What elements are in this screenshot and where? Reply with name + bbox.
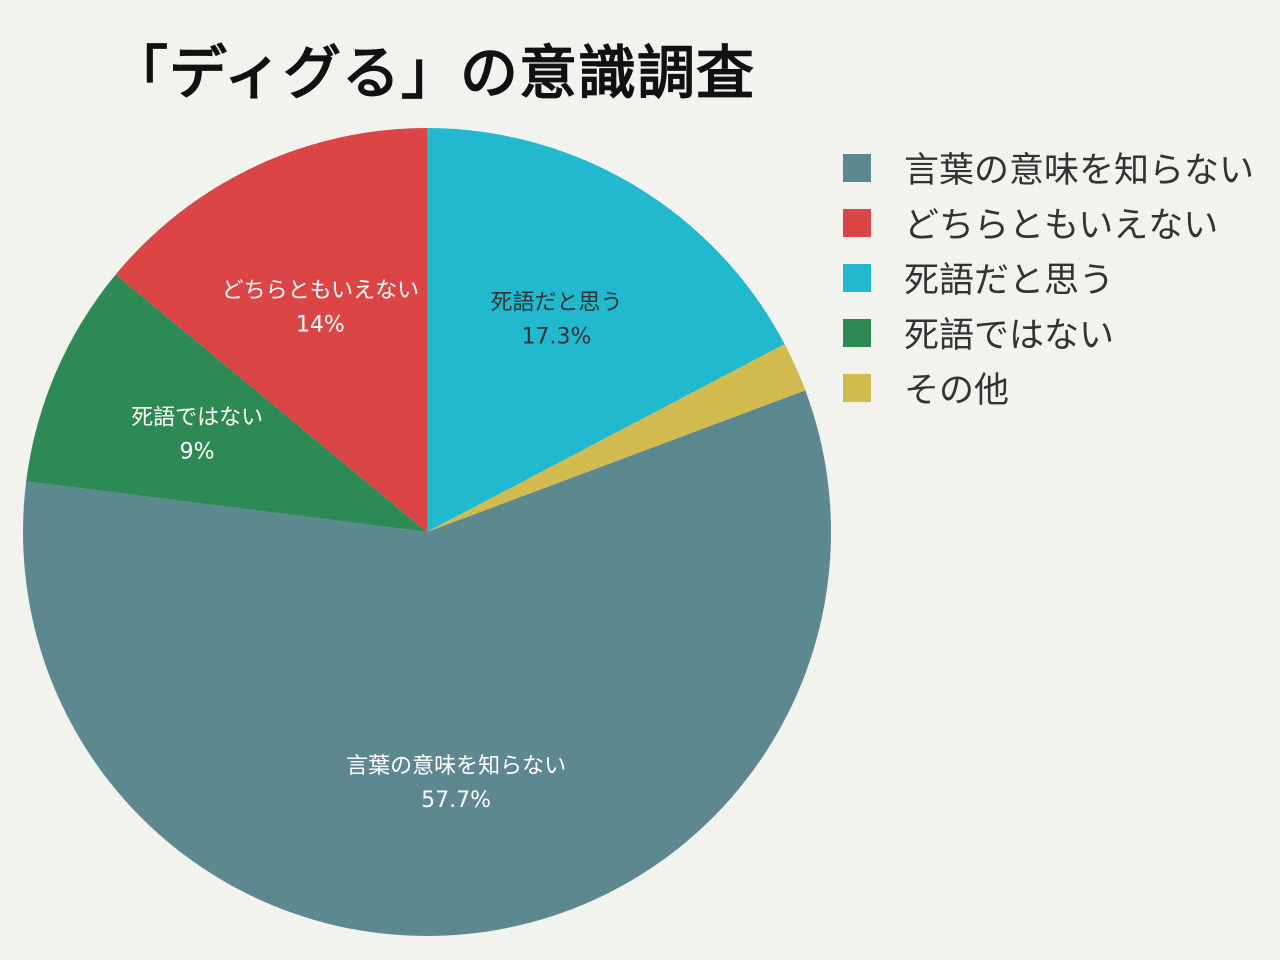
legend: 言葉の意味を知らない どちらともいえない 死語だと思う 死語ではない その他 [843,140,1254,415]
legend-item-dead-word: 死語だと思う [843,250,1254,305]
legend-item-unknown-meaning: 言葉の意味を知らない [843,140,1254,195]
legend-label-other: その他 [904,371,1010,411]
pie-slice-other [427,344,806,532]
legend-swatch-other [843,373,871,402]
slice-label-dead-word: 死語だと思う [490,291,622,316]
legend-label-neutral: どちらともいえない [904,206,1219,246]
slice-value-not-dead-word: 9% [180,440,215,465]
pie-slice-neutral [115,128,428,532]
pie-slice-unknown-meaning [23,390,832,936]
legend-swatch-dead-word [843,263,871,292]
slice-value-neutral: 14% [296,312,345,337]
legend-label-not-dead-word: 死語ではない [904,316,1115,356]
legend-swatch-neutral [843,208,871,237]
legend-item-other: その他 [843,360,1254,415]
pie-slice-dead-word [427,128,785,532]
chart-title: 「ディグる」の意識調査 [110,39,755,107]
slice-value-unknown-meaning: 57.7% [421,788,491,813]
legend-label-unknown-meaning: 言葉の意味を知らない [904,151,1255,191]
slice-label-unknown-meaning: 言葉の意味を知らない [346,754,566,779]
slice-label-neutral: どちらともいえない [222,278,420,303]
legend-label-dead-word: 死語だと思う [904,261,1115,301]
slice-value-dead-word: 17.3% [522,325,592,350]
slice-label-not-dead-word: 死語ではない [131,406,263,431]
pie-slice-not-dead-word [26,274,427,532]
legend-item-not-dead-word: 死語ではない [843,305,1254,360]
legend-swatch-unknown-meaning [843,153,871,182]
legend-swatch-not-dead-word [843,318,871,347]
pie-chart: 死語だと思う 17.3% 言葉の意味を知らない 57.7% 死語ではない 9% どちらともい… [23,128,832,936]
legend-item-neutral: どちらともいえない [843,195,1254,250]
